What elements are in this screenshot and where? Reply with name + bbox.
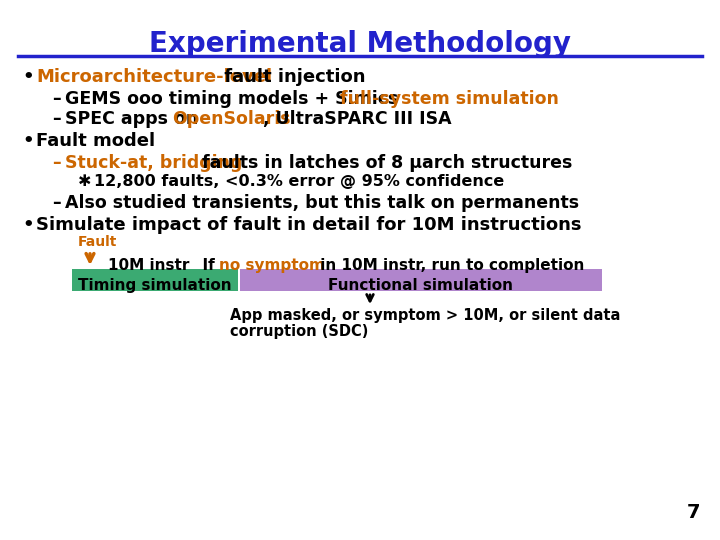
Text: corruption (SDC): corruption (SDC) — [230, 324, 369, 339]
Text: Fault model: Fault model — [36, 132, 155, 150]
Text: Timing simulation: Timing simulation — [78, 278, 232, 293]
Text: fault injection: fault injection — [218, 68, 366, 86]
Text: SPEC apps on: SPEC apps on — [65, 110, 204, 128]
Text: If: If — [192, 258, 220, 273]
Text: ✱: ✱ — [78, 174, 91, 189]
Text: faults in latches of 8 μarch structures: faults in latches of 8 μarch structures — [196, 154, 572, 172]
Text: Functional simulation: Functional simulation — [328, 278, 513, 293]
Text: in 10M instr, run to completion: in 10M instr, run to completion — [315, 258, 585, 273]
Text: Microarchitecture-level: Microarchitecture-level — [36, 68, 272, 86]
Text: OpenSolaris: OpenSolaris — [172, 110, 291, 128]
Text: Fault: Fault — [78, 235, 117, 249]
Text: Experimental Methodology: Experimental Methodology — [149, 30, 571, 58]
Bar — [240, 269, 602, 291]
Text: –: – — [52, 194, 60, 212]
Text: no symptom: no symptom — [219, 258, 325, 273]
Bar — [72, 269, 238, 291]
Text: –: – — [52, 154, 60, 172]
Text: 12,800 faults, <0.3% error @ 95% confidence: 12,800 faults, <0.3% error @ 95% confide… — [94, 174, 504, 189]
Text: GEMS ooo timing models + Simics: GEMS ooo timing models + Simics — [65, 90, 405, 108]
Text: , UltraSPARC III ISA: , UltraSPARC III ISA — [263, 110, 451, 128]
Text: Stuck-at, bridging: Stuck-at, bridging — [65, 154, 243, 172]
Text: App masked, or symptom > 10M, or silent data: App masked, or symptom > 10M, or silent … — [230, 308, 621, 323]
Text: –: – — [52, 90, 60, 108]
Text: 10M instr: 10M instr — [108, 258, 189, 273]
Text: •: • — [22, 216, 34, 234]
Text: •: • — [22, 68, 34, 86]
Text: Also studied transients, but this talk on permanents: Also studied transients, but this talk o… — [65, 194, 579, 212]
Text: 7: 7 — [686, 503, 700, 522]
Text: full-system simulation: full-system simulation — [340, 90, 559, 108]
Text: •: • — [22, 132, 34, 150]
Text: –: – — [52, 110, 60, 128]
Text: Simulate impact of fault in detail for 10M instructions: Simulate impact of fault in detail for 1… — [36, 216, 582, 234]
